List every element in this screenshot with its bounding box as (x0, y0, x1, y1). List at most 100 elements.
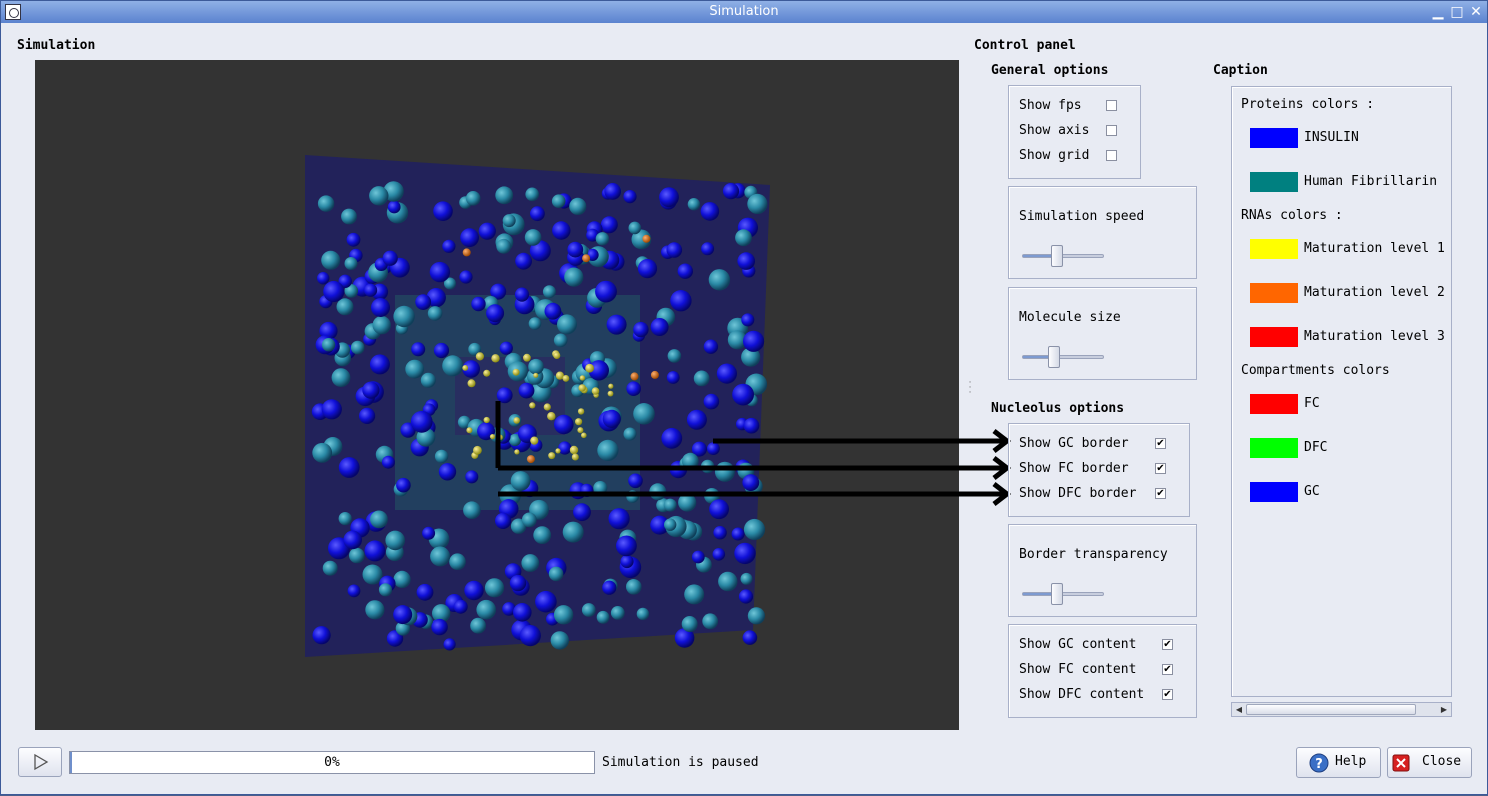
caption-horizontal-scrollbar[interactable]: ◀ ▶ (1231, 702, 1452, 717)
protein-molecule (444, 277, 456, 290)
protein-molecule (432, 604, 451, 623)
simulation-speed-handle[interactable] (1051, 245, 1063, 267)
show-fc-border-label: Show FC border (1019, 461, 1129, 476)
molecule-size-handle[interactable] (1047, 346, 1060, 368)
rna-molecule (579, 375, 586, 381)
protein-molecule (631, 229, 652, 250)
protein-molecule (509, 574, 527, 592)
border-transparency-label: Border transparency (1019, 547, 1168, 562)
border-transparency-group: Border transparency (1008, 524, 1197, 617)
simulation-scene[interactable] (35, 60, 959, 730)
minimize-icon[interactable]: ▁ (1432, 4, 1444, 20)
scroll-thumb[interactable] (1246, 704, 1416, 715)
protein-molecule (623, 427, 637, 441)
protein-molecule (457, 415, 471, 429)
simulation-viewport[interactable] (35, 60, 959, 730)
protein-molecule (716, 363, 738, 384)
protein-molecule (433, 201, 453, 221)
help-button[interactable]: ? Help (1296, 747, 1381, 778)
protein-molecule (581, 603, 596, 617)
protein-molecule (371, 298, 390, 317)
maturation-3-label: Maturation level 3 (1304, 329, 1445, 344)
molecule-size-slider[interactable] (1022, 355, 1104, 359)
title-bar: Simulation ▁ □ ✕ (1, 1, 1487, 23)
scroll-right-icon[interactable]: ▶ (1440, 705, 1448, 714)
border-transparency-slider[interactable] (1022, 592, 1104, 596)
protein-molecule (602, 409, 621, 428)
show-gc-content-checkbox[interactable]: ✔ (1162, 639, 1173, 650)
protein-molecule (321, 338, 336, 352)
protein-molecule (460, 228, 479, 248)
protein-molecule (553, 605, 574, 625)
show-fps-checkbox[interactable] (1106, 100, 1117, 111)
protein-molecule (747, 607, 766, 625)
rna-molecule (591, 387, 600, 395)
protein-molecule (529, 240, 551, 262)
protein-molecule (606, 314, 627, 335)
rna-molecule (475, 352, 484, 361)
protein-molecule (317, 195, 335, 212)
protein-molecule (495, 512, 512, 529)
protein-molecule (741, 347, 761, 367)
rna-molecule (642, 234, 651, 243)
protein-molecule (525, 187, 539, 202)
rna-molecule (466, 427, 473, 434)
protein-molecule (344, 257, 358, 270)
simulation-speed-group: Simulation speed (1008, 186, 1197, 279)
splitter-handle[interactable]: · · · (968, 378, 972, 398)
show-gc-border-label: Show GC border (1019, 436, 1129, 451)
compartments-heading: Compartments colors (1241, 363, 1390, 378)
protein-molecule (393, 605, 413, 625)
control-panel-title: Control panel (974, 38, 1076, 53)
protein-molecule (557, 314, 577, 335)
show-grid-checkbox[interactable] (1106, 150, 1117, 161)
protein-molecule (521, 512, 537, 528)
scroll-left-icon[interactable]: ◀ (1235, 705, 1243, 714)
protein-molecule (626, 490, 639, 503)
protein-molecule (597, 439, 619, 461)
show-gc-border-checkbox[interactable]: ✔ (1155, 438, 1166, 449)
rna-molecule (581, 432, 587, 439)
show-dfc-border-checkbox[interactable]: ✔ (1155, 488, 1166, 499)
play-button[interactable] (18, 747, 62, 777)
border-transparency-handle[interactable] (1051, 583, 1063, 605)
protein-molecule (514, 287, 530, 302)
protein-molecule (620, 554, 634, 569)
show-fc-content-checkbox[interactable]: ✔ (1162, 664, 1173, 675)
svg-text:?: ? (1315, 757, 1323, 772)
protein-molecule (362, 564, 383, 585)
show-fc-border-checkbox[interactable]: ✔ (1155, 463, 1166, 474)
protein-molecule (341, 208, 357, 225)
protein-molecule (712, 548, 726, 561)
protein-molecule (604, 183, 622, 200)
protein-molecule (558, 441, 572, 455)
protein-molecule (681, 616, 698, 632)
close-button[interactable]: Close (1387, 747, 1472, 778)
maximize-icon[interactable]: □ (1450, 4, 1464, 20)
show-dfc-content-checkbox[interactable]: ✔ (1162, 689, 1173, 700)
protein-molecule (362, 381, 380, 399)
protein-molecule (426, 288, 446, 308)
protein-molecule (667, 349, 682, 363)
gc-swatch (1250, 482, 1298, 502)
molecule-size-group: Molecule size (1008, 287, 1197, 380)
close-window-icon[interactable]: ✕ (1470, 4, 1482, 20)
rna-molecule (555, 371, 565, 380)
rna-molecule (529, 402, 536, 409)
general-options-group: Show fps Show axis Show grid (1008, 85, 1141, 179)
show-axis-checkbox[interactable] (1106, 125, 1117, 136)
general-options-title: General options (991, 63, 1109, 78)
simulation-progress-bar: 0% (69, 751, 595, 774)
protein-molecule (410, 410, 433, 433)
rna-molecule (582, 254, 591, 263)
fibrillarin-label: Human Fibrillarin (1304, 174, 1438, 189)
protein-molecule (687, 198, 701, 211)
rnas-heading: RNAs colors : (1241, 208, 1343, 223)
protein-molecule (548, 566, 564, 582)
protein-molecule (552, 221, 571, 240)
protein-molecule (453, 599, 468, 614)
protein-molecule (731, 527, 745, 541)
protein-molecule (321, 250, 341, 270)
simulation-speed-slider[interactable] (1022, 254, 1104, 258)
protein-molecule (608, 508, 630, 530)
